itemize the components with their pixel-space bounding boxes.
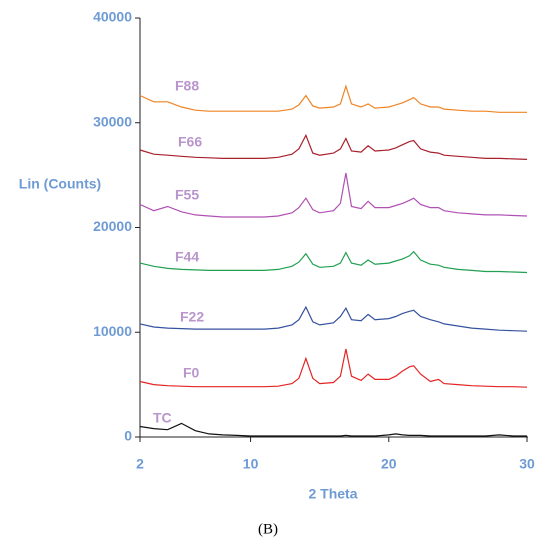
- series-line: [139, 305, 528, 332]
- series-label: TC: [153, 410, 172, 426]
- series-line: [139, 348, 528, 388]
- x-axis-label: 2 Theta: [308, 486, 357, 502]
- series-line: [139, 133, 528, 160]
- series-line: [139, 250, 528, 274]
- y-tick-label: 20000: [93, 218, 132, 234]
- series-label: F55: [175, 187, 199, 203]
- y-tick-label: 30000: [93, 113, 132, 129]
- series-label: F88: [175, 78, 199, 94]
- series-label: F66: [178, 134, 202, 150]
- series-line: [139, 422, 527, 437]
- x-tick-label: 20: [381, 456, 397, 472]
- y-axis-label: Lin (Counts): [19, 176, 101, 192]
- x-tick-label: 30: [519, 456, 535, 472]
- caption: (B): [258, 521, 278, 537]
- series-line: [139, 84, 527, 113]
- series-line: [139, 172, 528, 218]
- series-label: F0: [183, 365, 200, 381]
- series-label: F44: [175, 249, 199, 265]
- x-tick-label: 2: [136, 456, 144, 472]
- y-tick-label: 40000: [93, 9, 132, 25]
- x-tick-label: 10: [243, 456, 259, 472]
- series-label: F22: [180, 309, 204, 325]
- y-tick-label: 10000: [93, 323, 132, 339]
- y-tick-label: 0: [124, 428, 132, 444]
